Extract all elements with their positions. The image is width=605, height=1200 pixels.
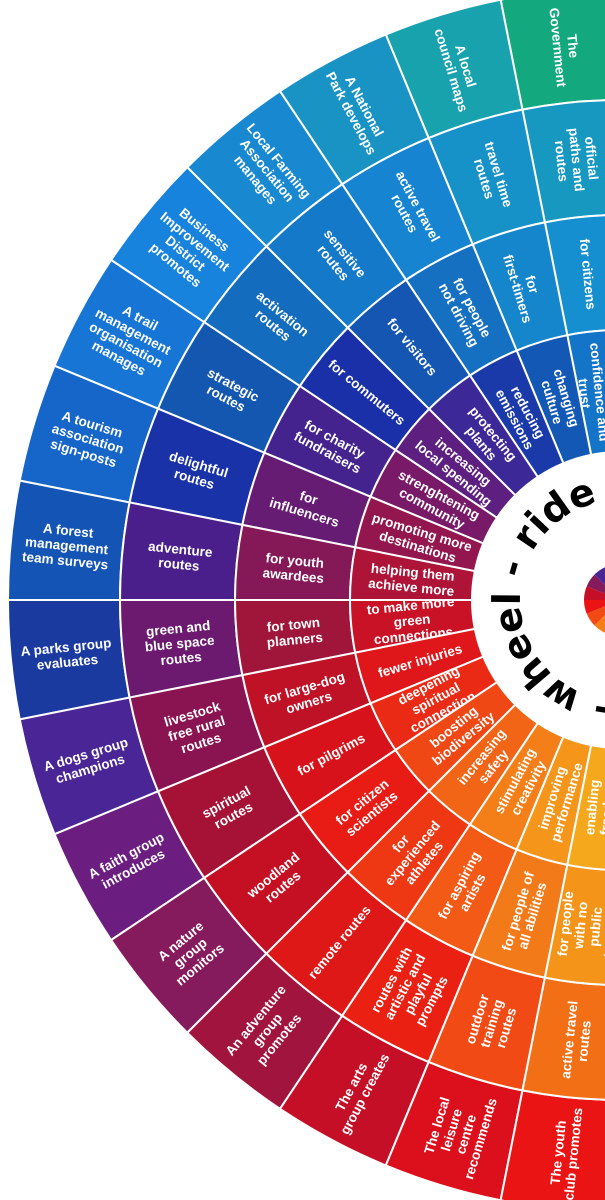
routes-label: adventureroutes — [146, 539, 214, 575]
outcomes-segment — [566, 743, 605, 871]
audiences-label: for citizens — [577, 238, 599, 310]
routes-label: green andblue spaceroutes — [143, 618, 217, 670]
audiences-label: for youthawardees — [262, 550, 326, 586]
hub-color-spectrum — [584, 567, 605, 633]
hub-spectrum-slice — [586, 606, 605, 626]
routes-label: officialpaths androutes — [551, 126, 602, 194]
audiences-label: for peoplewith nopublictransport — [555, 890, 605, 961]
actors-label: A parks groupevaluates — [20, 635, 114, 674]
outcome-ring: creatingconfidence andtrustchangingcultu… — [348, 329, 605, 871]
hub-spectrum-slice — [584, 600, 605, 614]
outcomes-label: enablingfreedom — [582, 779, 605, 837]
hub-spectrum-slice — [594, 567, 605, 585]
hub-spectrum-slice — [584, 586, 605, 600]
hub-spectrum-slice — [594, 615, 605, 633]
audiences-label: for townplanners — [265, 615, 324, 650]
routes-label: active travelroutes — [558, 1000, 596, 1081]
hub-ring — [474, 454, 605, 746]
hub-spectrum-slice — [586, 574, 605, 594]
